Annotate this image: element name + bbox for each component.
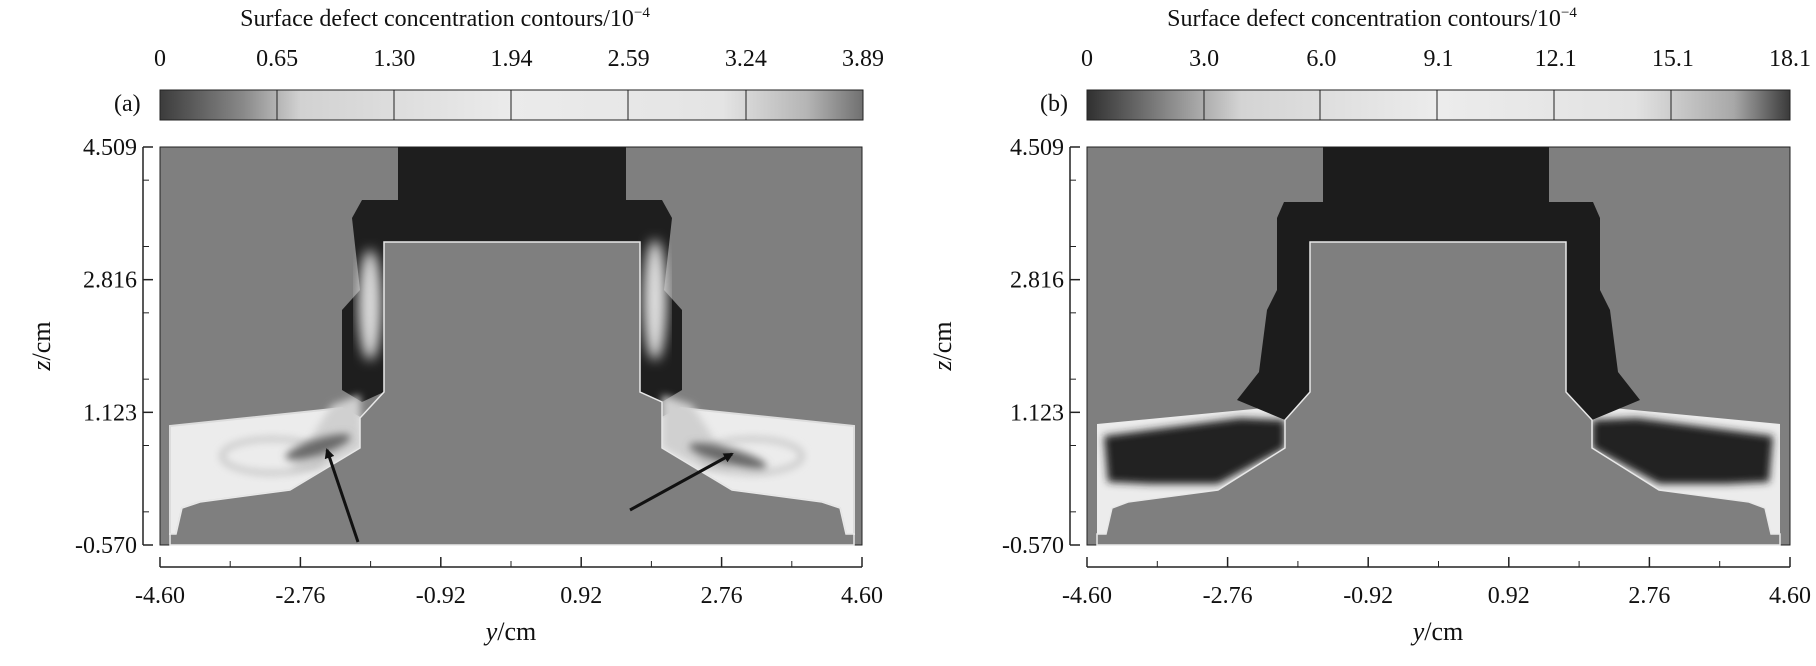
panel-a-x-tick-label: 4.60 <box>841 583 883 609</box>
panel-a-right-ring <box>700 437 804 475</box>
panel-b-x-tick-label: -0.92 <box>1343 583 1393 609</box>
panel-b-label: (b) <box>1040 91 1068 117</box>
panel-b-colorbar-tick-label: 0 <box>1081 46 1093 72</box>
panel-b-y-tick-label: -0.570 <box>1002 533 1064 559</box>
panel-a-colorbar-dividers <box>276 90 747 120</box>
panel-a-y-tick-label: 4.509 <box>83 135 137 161</box>
panel-b-colorbar-ticks: 0 3.0 6.0 9.1 12.1 15.1 18.1 <box>1081 46 1811 72</box>
panel-a-y-tick-label: -0.570 <box>75 533 137 559</box>
panel-a-colorbar-ticks: 0 0.65 1.30 1.94 2.59 3.24 3.89 <box>154 46 884 72</box>
panel-b-x-tick-label: -4.60 <box>1062 583 1112 609</box>
panel-b-colorbar-tick-label: 9.1 <box>1424 46 1454 72</box>
panel-b-x-tick-label: 4.60 <box>1769 583 1811 609</box>
panel-a-label: (a) <box>114 91 141 117</box>
panel-b-inner-punch <box>1096 241 1781 546</box>
panel-a-colorbar-tick-label: 1.94 <box>491 46 533 72</box>
panel-a-x-tick-label: 2.76 <box>701 583 743 609</box>
panel-b-dark-channel <box>1237 147 1640 420</box>
panel-a-axes-ticks: 4.509 2.816 1.123 -0.570 -4.60 -2.76 -0.92 0.92… <box>75 135 883 609</box>
panel-b-y-tick-label: 4.509 <box>1010 135 1064 161</box>
panel-a-ylabel: z/cm <box>27 321 56 371</box>
panel-a-left-dark-streak <box>285 434 351 460</box>
panel-a: Surface defect concentration contours/10… <box>27 5 884 646</box>
panel-b-colorbar-tick-label: 18.1 <box>1769 46 1811 72</box>
panel-a-dark-channel <box>342 147 682 402</box>
panel-a-x-tick-label: -0.92 <box>416 583 466 609</box>
panel-a-x-tick-label: 0.92 <box>560 583 602 609</box>
panel-b-y-tick-label: 1.123 <box>1010 400 1064 426</box>
panel-b-y-tick-label: 2.816 <box>1010 268 1064 294</box>
panel-a-title: Surface defect concentration contours/10… <box>240 5 650 32</box>
panel-b-colorbar-tick-label: 12.1 <box>1535 46 1577 72</box>
panel-a-y-tick-label: 1.123 <box>83 400 137 426</box>
panel-b: Surface defect concentration contours/10… <box>928 5 1811 646</box>
panel-a-plot <box>159 146 863 546</box>
panel-b-colorbar <box>1086 89 1791 121</box>
panel-a-left-streak <box>358 250 382 360</box>
panel-b-x-tick-label: 2.76 <box>1628 583 1670 609</box>
panel-b-left-dark-band <box>1104 418 1285 484</box>
panel-a-y-tick-label: 2.816 <box>83 268 137 294</box>
panel-a-colorbar-tick-label: 3.89 <box>842 46 884 72</box>
panel-a-right-streak <box>643 240 667 360</box>
panel-b-colorbar-tick-label: 6.0 <box>1306 46 1336 72</box>
panel-a-arrow-right <box>629 452 734 512</box>
panel-b-axes-ticks: 4.509 2.816 1.123 -0.570 -4.60 -2.76 -0.92 0.92… <box>1002 135 1811 609</box>
panel-b-x-tick-label: -2.76 <box>1203 583 1253 609</box>
panel-a-colorbar-tick-label: 2.59 <box>608 46 650 72</box>
panel-a-x-tick-label: -2.76 <box>275 583 325 609</box>
panel-a-colorbar-tick-label: 3.24 <box>725 46 767 72</box>
panel-b-ylabel: z/cm <box>928 321 957 371</box>
panel-a-arrow-left <box>324 448 360 543</box>
panel-a-xlabel: y/cm <box>483 617 537 646</box>
panel-b-colorbar-tick-label: 15.1 <box>1652 46 1694 72</box>
panel-b-colorbar-dividers <box>1203 90 1672 120</box>
panel-a-colorbar-tick-label: 0.65 <box>256 46 298 72</box>
panel-b-colorbar-tick-label: 3.0 <box>1189 46 1219 72</box>
panel-b-title: Surface defect concentration contours/10… <box>1167 5 1577 32</box>
panel-a-inner-punch <box>169 241 855 546</box>
panel-b-plot <box>1086 146 1791 546</box>
panel-b-xlabel: y/cm <box>1410 617 1464 646</box>
panel-b-right-dark-band <box>1592 418 1773 484</box>
panel-a-x-tick-label: -4.60 <box>135 583 185 609</box>
panel-a-left-ring <box>220 437 324 475</box>
panel-a-colorbar-tick-label: 1.30 <box>373 46 415 72</box>
panel-b-x-tick-label: 0.92 <box>1488 583 1530 609</box>
panel-a-colorbar-tick-label: 0 <box>154 46 166 72</box>
